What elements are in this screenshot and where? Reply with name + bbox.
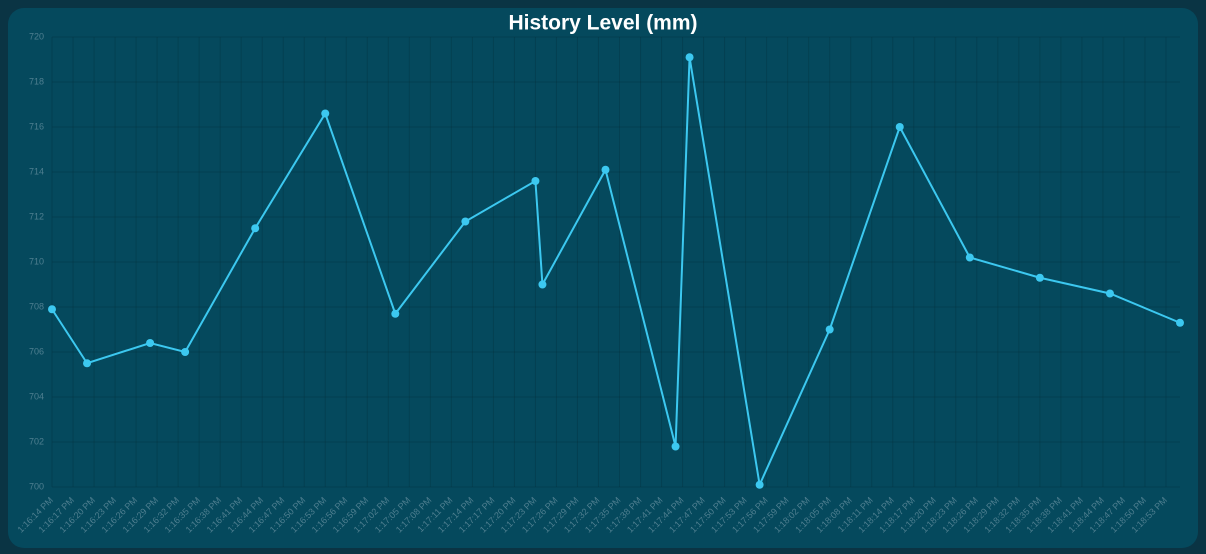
y-tick-label: 700 [29, 481, 44, 491]
point [251, 224, 260, 233]
point [685, 53, 694, 62]
y-tick-label: 704 [29, 391, 44, 401]
y-tick-label: 716 [29, 121, 44, 131]
point [321, 109, 330, 118]
y-tick-label: 714 [29, 166, 44, 176]
point [1176, 318, 1184, 327]
point [531, 177, 540, 185]
y-tick-label: 710 [29, 256, 44, 266]
point [895, 123, 904, 131]
y-tick-label: 712 [29, 211, 44, 221]
point [146, 339, 155, 347]
point [48, 305, 56, 314]
point [601, 165, 610, 174]
point [825, 325, 834, 334]
point [391, 309, 400, 318]
point [83, 359, 92, 368]
line [51, 57, 1181, 489]
point [1105, 289, 1114, 298]
point [965, 253, 974, 262]
point [671, 442, 680, 451]
card [8, 8, 1198, 548]
y-tick-label: 708 [29, 301, 44, 311]
chart-title: History Level (mm) [508, 12, 697, 35]
point [755, 480, 764, 489]
point [461, 217, 470, 226]
y-tick-label: 720 [29, 31, 44, 41]
y-tick-label: 718 [29, 76, 44, 86]
point [538, 280, 547, 289]
point [181, 348, 190, 356]
y-tick-label: 706 [29, 346, 44, 356]
y-tick-label: 702 [29, 436, 44, 446]
point [1035, 273, 1044, 282]
